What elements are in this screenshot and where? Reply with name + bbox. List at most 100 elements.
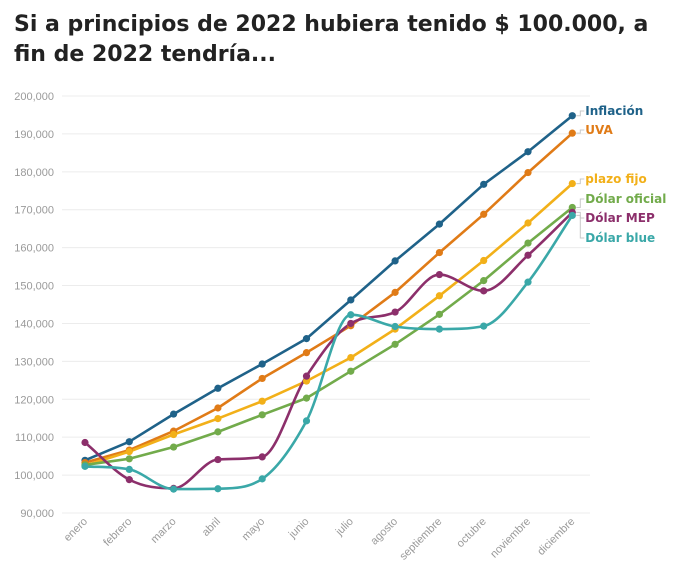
data-point-inflacion [258,360,266,368]
data-point-dolar-oficial [170,443,178,451]
data-point-dolar-mep [524,251,532,259]
data-point-plazo-fijo [125,447,133,456]
label-connector [576,129,585,134]
data-point-inflacion [214,384,222,392]
data-point-plazo-fijo [170,430,178,439]
series-line-dolar-mep [83,211,574,490]
series-line-dolar-oficial [83,206,574,467]
page-title: Si a principios de 2022 hubiera tenido $… [14,12,649,67]
x-tick-label: mayo [240,516,268,544]
label-connector [576,198,585,208]
x-tick-label: diciembre [535,516,577,558]
series-labels: Inflación UVA plazo fijo Dólar oficial Dólar… [576,104,666,245]
data-point-plazo-fijo [435,292,443,300]
data-point-dolar-oficial [302,394,311,402]
data-point-uva [258,374,266,383]
y-tick-label: 150,000 [14,281,54,293]
x-tick-label: marzo [149,516,179,546]
data-point-plazo-fijo [480,256,488,265]
gridlines [62,95,590,514]
data-point-dolar-blue [214,485,222,493]
data-point-dolar-oficial [347,367,355,375]
series-label-dolar-blue: Dólar blue [585,231,655,245]
y-tick-label: 190,000 [14,129,54,141]
data-point-dolar-mep [258,453,266,461]
data-point-uva [480,210,488,218]
series-line-plazo-fijo [83,182,574,467]
series-points [81,112,576,493]
label-connector [576,214,585,239]
data-point-plazo-fijo [568,179,576,188]
data-point-dolar-blue [435,325,443,333]
y-tick-label: 200,000 [14,91,54,103]
data-point-uva [214,404,222,412]
x-tick-label: agosto [368,516,400,548]
data-point-plazo-fijo [214,415,222,423]
y-tick-label: 180,000 [14,167,54,179]
x-tick-label: junio [286,516,312,542]
series-label-dolar-oficial: Dólar oficial [585,192,666,206]
series-label-plazo-fijo: plazo fijo [585,172,646,186]
data-point-dolar-blue [81,462,89,470]
data-point-dolar-blue [480,322,488,330]
data-point-dolar-oficial [524,239,532,247]
data-point-inflacion [302,335,311,343]
data-point-dolar-blue [347,311,355,319]
data-point-dolar-oficial [480,277,488,285]
data-point-inflacion [170,410,178,418]
data-point-uva [435,248,443,257]
series-line-inflacion [83,114,574,462]
x-tick-label: enero [62,516,90,544]
data-point-uva [391,288,399,296]
y-tick-label: 140,000 [14,318,54,330]
y-tick-label: 100,000 [14,470,54,482]
y-axis: 90,000 100,000 110,000 120,000 130,000 140,00… [14,91,54,520]
data-point-plazo-fijo [258,397,266,405]
data-point-inflacion [391,257,399,265]
series-label-inflacion: Inflación [585,104,643,118]
data-point-inflacion [347,296,355,304]
data-point-inflacion [568,112,576,120]
x-tick-label: septiembre [398,516,445,563]
data-point-dolar-oficial [214,428,222,436]
data-point-dolar-mep [480,287,488,295]
x-axis: enero febrero marzo abril mayo junio julio agos… [62,516,578,563]
data-point-dolar-mep [81,438,89,447]
data-point-dolar-mep [214,455,222,464]
data-point-uva [302,349,311,357]
x-tick-label: abril [200,516,223,539]
x-tick-label: octubre [454,516,488,550]
data-point-inflacion [125,438,133,446]
data-point-dolar-blue [170,485,178,493]
data-point-dolar-oficial [125,455,133,463]
y-tick-label: 130,000 [14,356,54,368]
data-point-dolar-blue [302,417,311,425]
y-tick-label: 170,000 [14,205,54,217]
y-tick-label: 160,000 [14,243,54,255]
data-point-dolar-blue [125,465,133,474]
y-tick-label: 120,000 [14,394,54,406]
data-point-dolar-blue [524,278,532,286]
series-line-dolar-blue [83,214,574,491]
data-point-uva [524,168,532,177]
data-point-dolar-mep [391,308,399,316]
data-point-dolar-oficial [568,203,576,212]
data-point-dolar-oficial [435,310,443,318]
data-point-plazo-fijo [524,219,532,227]
data-point-dolar-blue [391,322,399,331]
data-point-dolar-blue [568,211,576,220]
data-point-dolar-mep [435,270,443,279]
x-tick-label: febrero [101,516,134,549]
data-point-dolar-oficial [391,340,399,348]
data-point-dolar-mep [125,476,133,484]
x-tick-label: noviembre [488,516,533,561]
data-point-plazo-fijo [302,377,311,385]
series-label-uva: UVA [585,123,613,137]
x-tick-label: julio [333,516,356,539]
data-point-inflacion [524,148,532,156]
data-point-dolar-oficial [258,411,266,419]
series-line-uva [83,131,574,464]
y-tick-label: 110,000 [15,432,54,444]
data-point-inflacion [435,220,443,228]
label-connector [576,178,585,185]
